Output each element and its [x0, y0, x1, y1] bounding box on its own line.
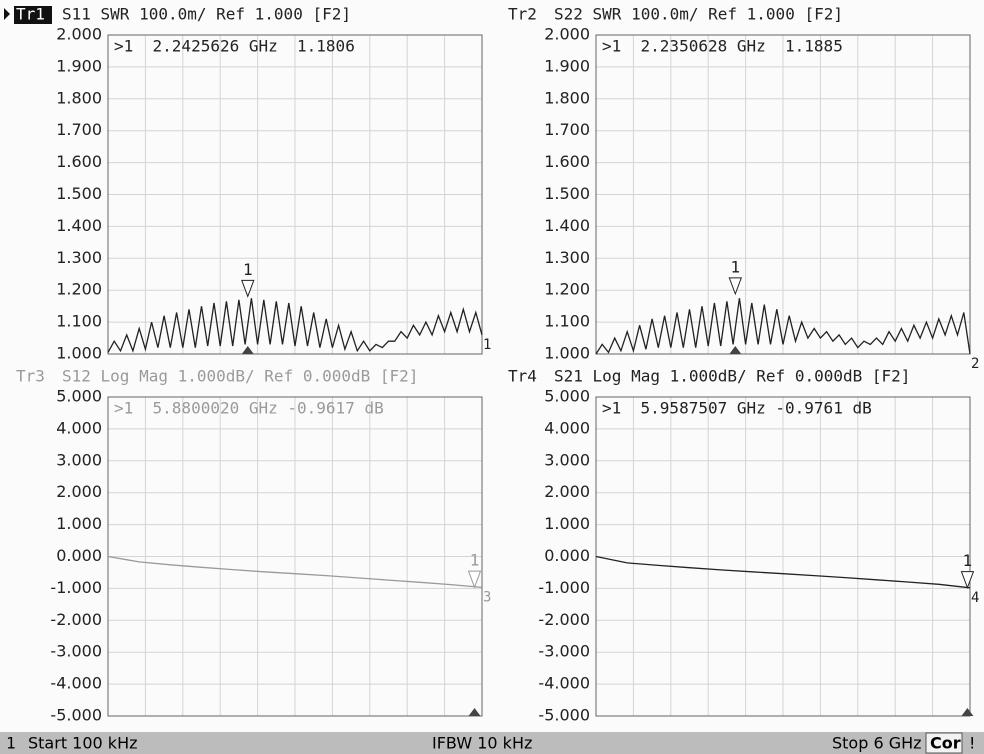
status-bar	[0, 732, 984, 754]
marker	[467, 570, 482, 589]
y-tick-label: 2.000	[544, 25, 590, 44]
trace-line	[107, 298, 483, 353]
y-tick-label: 3.000	[56, 450, 102, 469]
y-tick-label: 1.700	[56, 120, 102, 139]
y-tick-label: 1.500	[544, 184, 590, 203]
y-tick-label: 3.000	[544, 450, 590, 469]
alert: !	[969, 734, 975, 753]
y-tick-label: 1.200	[56, 280, 102, 299]
y-tick-label: 1.200	[544, 280, 590, 299]
trace-id: Tr2	[508, 5, 537, 24]
correction: Cor	[930, 734, 961, 753]
y-tick-label: 5.000	[544, 387, 590, 406]
y-tick-label: 1.000	[56, 344, 102, 363]
marker-label: 1	[470, 551, 480, 570]
y-tick-label: 0.000	[544, 546, 590, 565]
y-tick-label: -4.000	[50, 674, 102, 693]
y-tick-label: -2.000	[538, 610, 590, 629]
y-tick-label: 1.800	[56, 88, 102, 107]
marker	[241, 279, 255, 298]
marker-readout: >1 5.8800020 GHz -0.9617 dB	[114, 399, 384, 418]
y-tick-label: 4.000	[56, 418, 102, 437]
marker-label: 1	[963, 551, 973, 570]
y-tick-label: 1.900	[544, 56, 590, 75]
y-tick-label: 1.100	[56, 312, 102, 331]
trace-title: S22 SWR 100.0m/ Ref 1.000 [F2]	[554, 5, 843, 24]
y-tick-label: -1.000	[50, 578, 102, 597]
y-tick-label: 1.700	[544, 120, 590, 139]
y-tick-label: 5.000	[56, 387, 102, 406]
trace-id: Tr4	[508, 367, 537, 386]
trace-end-label: 3	[483, 589, 491, 605]
y-tick-label: -3.000	[538, 642, 590, 661]
trace-title: S11 SWR 100.0m/ Ref 1.000 [F2]	[62, 5, 351, 24]
y-tick-label: 2.000	[56, 482, 102, 501]
y-tick-label: -4.000	[538, 674, 590, 693]
y-tick-label: 1.800	[544, 88, 590, 107]
marker-readout: >1 2.2350628 GHz 1.1885	[602, 37, 843, 56]
marker	[728, 277, 743, 296]
trace-line	[595, 555, 971, 589]
trace-id: Tr1	[16, 5, 45, 24]
y-tick-label: -2.000	[50, 610, 102, 629]
trace-title: S12 Log Mag 1.000dB/ Ref 0.000dB [F2]	[62, 367, 418, 386]
y-tick-label: -3.000	[50, 642, 102, 661]
marker-readout: >1 5.9587507 GHz -0.9761 dB	[602, 399, 872, 418]
channel: 1	[6, 734, 16, 753]
trace-line	[595, 298, 971, 355]
start-freq: Start 100 kHz	[28, 734, 138, 753]
y-tick-label: 1.000	[544, 344, 590, 363]
y-tick-label: 2.000	[544, 482, 590, 501]
y-tick-label: 4.000	[544, 418, 590, 437]
marker	[960, 571, 975, 590]
active-arrow	[4, 8, 10, 20]
marker-foot	[961, 708, 974, 716]
y-tick-label: 1.500	[56, 184, 102, 203]
trace-end-label: 2	[971, 356, 979, 372]
y-tick-label: 1.000	[56, 514, 102, 533]
y-tick-label: 1.100	[544, 312, 590, 331]
y-tick-label: 1.600	[56, 152, 102, 171]
trace-title: S21 Log Mag 1.000dB/ Ref 0.000dB [F2]	[554, 367, 910, 386]
trace-line	[107, 555, 483, 589]
plot-frame	[107, 34, 483, 355]
marker-foot	[241, 346, 254, 354]
y-tick-label: 1.000	[544, 514, 590, 533]
y-tick-label: 1.900	[56, 56, 102, 75]
y-tick-label: 0.000	[56, 546, 102, 565]
trace-end-label: 1	[483, 337, 491, 353]
marker-label: 1	[730, 257, 740, 276]
y-tick-label: 1.300	[544, 248, 590, 267]
ifbw: IFBW 10 kHz	[432, 734, 532, 753]
plot-frame	[595, 34, 971, 355]
y-tick-label: 2.000	[56, 25, 102, 44]
marker-foot	[729, 346, 742, 354]
trace-end-label: 4	[971, 590, 979, 606]
y-tick-label: 1.400	[56, 216, 102, 235]
y-tick-label: -5.000	[50, 706, 102, 725]
active-trace-box	[14, 6, 52, 24]
y-tick-label: 1.300	[56, 248, 102, 267]
marker-readout: >1 2.2425626 GHz 1.1806	[114, 37, 355, 56]
y-tick-label: 1.600	[544, 152, 590, 171]
trace-id: Tr3	[16, 367, 45, 386]
y-tick-label: -1.000	[538, 578, 590, 597]
cor-box	[925, 732, 963, 754]
marker-foot	[468, 708, 481, 716]
stop-freq: Stop 6 GHz	[832, 734, 922, 753]
y-tick-label: 1.400	[544, 216, 590, 235]
y-tick-label: -5.000	[538, 706, 590, 725]
marker-label: 1	[243, 260, 253, 279]
